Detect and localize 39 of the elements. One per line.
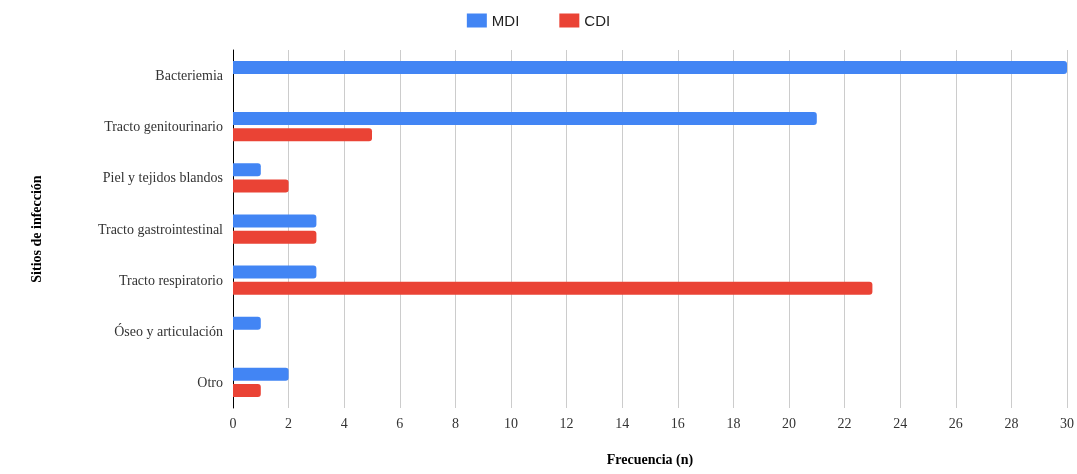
y-axis-title: Sitios de infección: [28, 175, 44, 283]
x-tick-label: 12: [559, 415, 574, 431]
x-tick-label: 2: [285, 415, 293, 431]
y-tick-label: Tracto respiratorio: [118, 272, 223, 288]
x-tick-label: 26: [948, 415, 963, 431]
y-tick-label: Tracto genitourinario: [104, 119, 223, 135]
x-tick-label: 20: [782, 415, 796, 431]
legend-label: MDI: [491, 12, 520, 29]
x-tick-label: 22: [837, 415, 852, 431]
x-tick-label: 30: [1060, 415, 1074, 431]
bar: [233, 230, 317, 244]
legend-label: CDI: [584, 12, 611, 29]
x-axis-title: Frecuencia (n): [606, 451, 694, 468]
x-tick-label: 6: [396, 415, 404, 431]
bar: [233, 316, 261, 330]
y-tick-label: Óseo y articulación: [114, 322, 223, 339]
bar: [233, 60, 1067, 74]
x-tick-label: 24: [893, 415, 908, 431]
bar: [233, 179, 289, 193]
x-tick-label: 10: [504, 415, 518, 431]
x-tick-label: 8: [451, 415, 459, 431]
y-tick-label: Tracto gastrointestinal: [97, 221, 224, 237]
x-tick-label: 28: [1004, 415, 1019, 431]
bar: [233, 214, 317, 228]
x-tick-label: 14: [615, 415, 630, 431]
bar: [233, 112, 817, 126]
x-tick-label: 18: [726, 415, 741, 431]
bar: [233, 367, 289, 381]
bar: [233, 265, 317, 279]
x-tick-label: 0: [229, 415, 237, 431]
bar: [233, 128, 372, 142]
x-tick-label: 4: [340, 415, 348, 431]
y-tick-label: Piel y tejidos blandos: [102, 170, 223, 186]
y-tick-label: Bacteriemia: [155, 68, 224, 84]
bar: [233, 163, 261, 177]
x-tick-label: 16: [670, 415, 685, 431]
y-tick-label: Otro: [197, 374, 223, 390]
bar: [233, 384, 261, 398]
bar: [233, 281, 873, 295]
